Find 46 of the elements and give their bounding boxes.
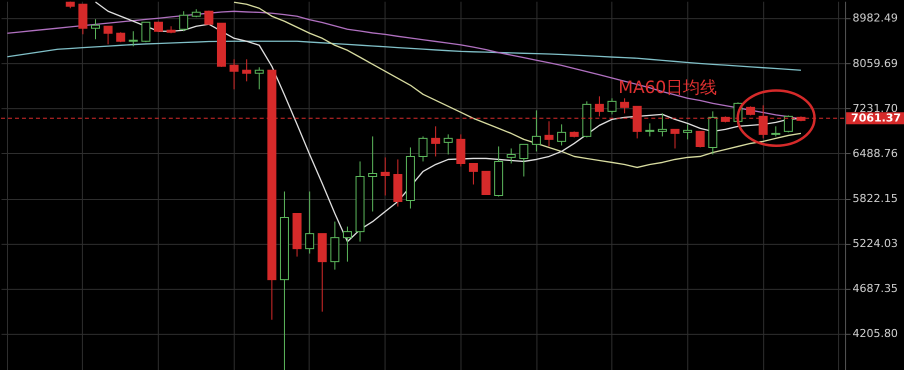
candlestick (771, 126, 780, 137)
candlestick (444, 134, 453, 155)
candlestick (544, 120, 554, 147)
candlestick (204, 10, 214, 26)
candlestick (696, 130, 705, 148)
candlestick (482, 170, 491, 195)
candlestick (519, 144, 528, 177)
y-tick-label: 4205.80 (852, 327, 898, 340)
candlestick (468, 162, 478, 185)
candlestick (128, 30, 138, 47)
ref-line-label: 7061.37 (851, 111, 902, 124)
y-tick-label: 8982.49 (852, 12, 898, 25)
candlestick (90, 18, 100, 40)
candlestick (78, 4, 88, 35)
candlestick (380, 156, 390, 196)
y-tick-label: 5822.15 (852, 192, 898, 206)
candlestick (179, 10, 188, 32)
candlestick (431, 126, 440, 157)
y-tick-label: 6488.76 (852, 146, 898, 160)
candlestick (305, 191, 314, 254)
y-tick-label: 8059.69 (852, 56, 898, 70)
candlestick (368, 136, 378, 212)
line-series (233, 2, 802, 168)
candlestick (683, 124, 692, 140)
candlestick (746, 106, 756, 116)
candlestick (620, 98, 630, 114)
candlestick (784, 114, 793, 133)
y-tick-label: 4687.35 (852, 282, 898, 296)
candlestick (608, 98, 616, 115)
candlestick (154, 21, 163, 32)
y-tick-label: 5224.03 (852, 237, 898, 250)
candlestick (418, 136, 428, 162)
candlestick (557, 124, 566, 146)
candlestick (141, 22, 150, 43)
line-series (6, 40, 802, 71)
candlestick (658, 112, 667, 137)
candlestick (242, 58, 252, 82)
candlestick (104, 26, 113, 45)
candlestick (532, 110, 541, 152)
candlestick (645, 122, 654, 137)
candlestick (342, 226, 352, 262)
candlestick (230, 58, 239, 90)
candlestick (506, 148, 516, 164)
candlestick (670, 128, 680, 149)
candlestick (116, 32, 126, 43)
candlestick (254, 66, 264, 90)
